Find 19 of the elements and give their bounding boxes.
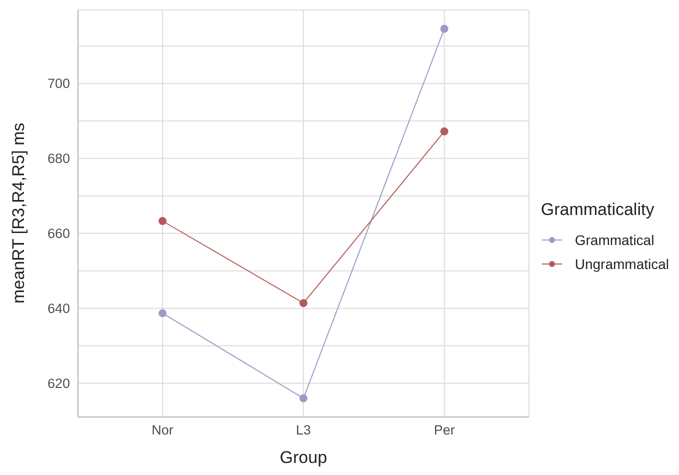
y-tick-label: 680 xyxy=(47,151,70,166)
y-tick-label: 700 xyxy=(47,76,70,92)
point xyxy=(158,309,167,318)
y-tick-label: 640 xyxy=(47,301,70,316)
x-tick-label: Nor xyxy=(152,422,174,438)
x-axis-title: Group xyxy=(280,448,328,467)
x-tick-label: L3 xyxy=(296,422,311,438)
point xyxy=(158,216,167,225)
legend-label: Ungrammatical xyxy=(574,254,669,274)
y-tick-label: 660 xyxy=(47,226,70,242)
legend-title: Grammaticality xyxy=(540,200,656,220)
legend-label: Grammatical xyxy=(574,230,656,250)
y-axis-title: meanRT [R3,R4,R5] ms xyxy=(9,122,28,304)
x-tick-label: Per xyxy=(434,422,456,438)
point xyxy=(299,394,308,402)
point xyxy=(299,299,308,308)
point xyxy=(440,127,448,136)
point xyxy=(440,24,448,33)
y-tick-label: 620 xyxy=(47,376,70,392)
